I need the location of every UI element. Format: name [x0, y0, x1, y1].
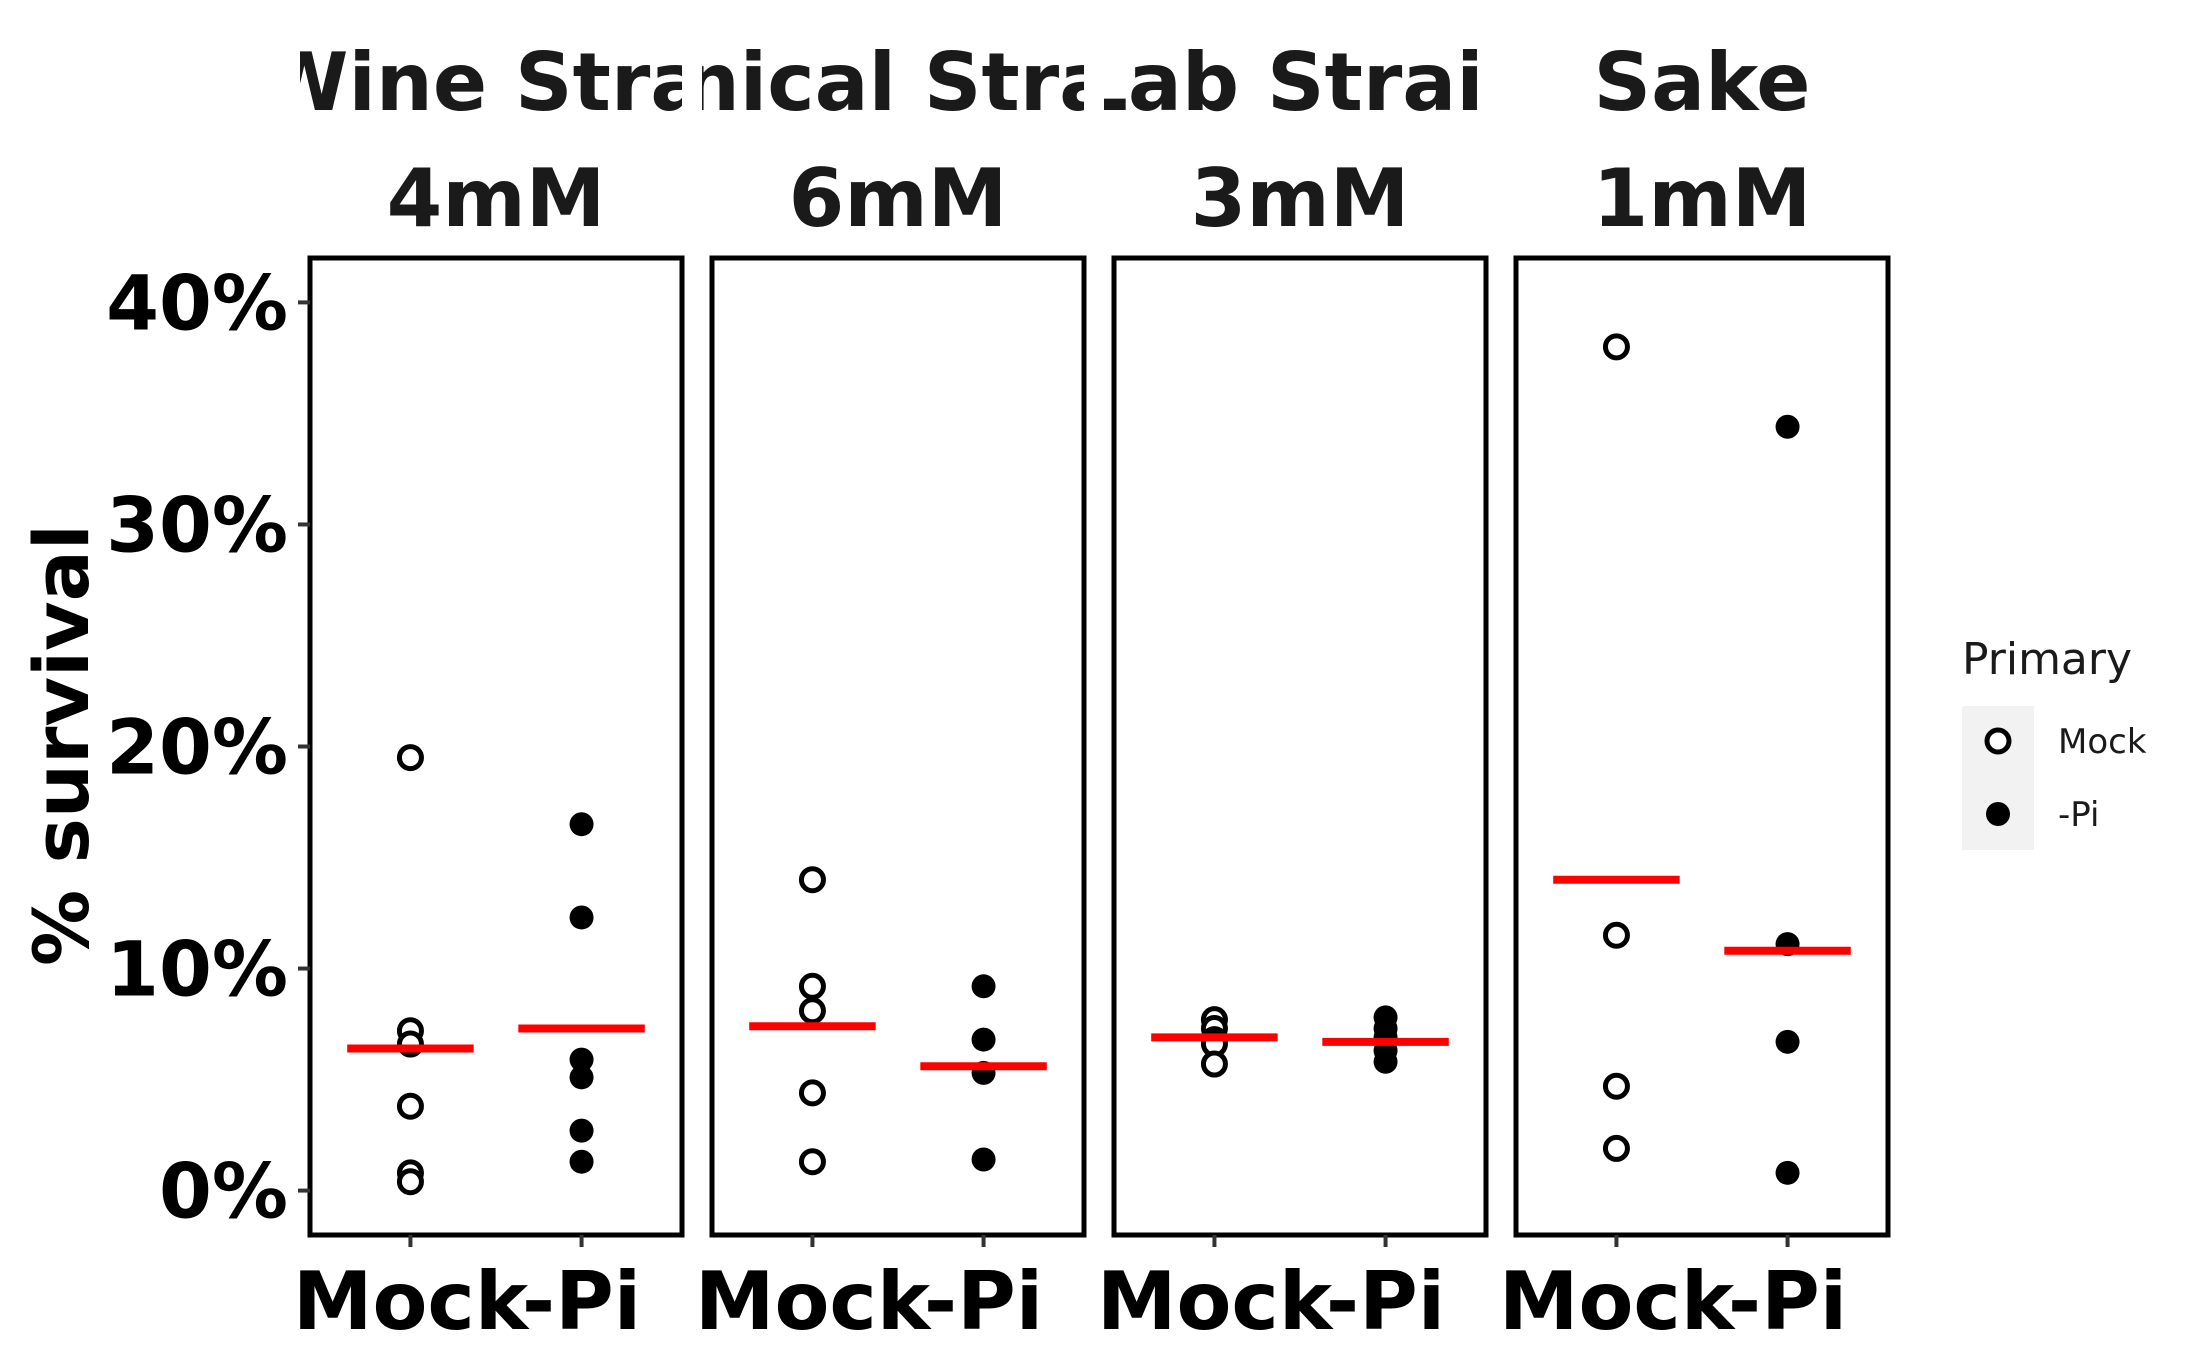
data-point-pi — [569, 812, 594, 837]
strip-title-group: nical Stra 6mM — [683, 36, 1113, 245]
data-point-mock — [798, 1079, 826, 1107]
facet-panel: Wine Strai 4mM Mock-Pi — [260, 36, 731, 1348]
strip-title-line1: Wine Strai — [260, 36, 731, 129]
y-tick-label: 40% — [106, 258, 288, 347]
strip-title-group: Sake 1mM — [1593, 36, 1812, 245]
data-point-mock — [798, 1148, 826, 1176]
legend-key-mock-marker — [1984, 727, 2012, 755]
x-tick-label: -Pi — [1728, 1255, 1847, 1348]
data-point-pi — [1775, 1160, 1800, 1185]
y-axis: 0% 10% 20% 30% 40% — [106, 258, 310, 1236]
legend-label-pi: -Pi — [2058, 795, 2099, 835]
data-point-mock — [1602, 921, 1630, 949]
data-point-pi — [971, 1027, 996, 1052]
strip-title-line1: Lab Strair — [1077, 36, 1524, 129]
x-tick-label: Mock — [293, 1255, 530, 1348]
facet-panel: Lab Strair 3mM Mock-Pi — [1077, 36, 1524, 1348]
data-point-pi — [569, 905, 594, 930]
data-point-mock — [396, 1168, 424, 1196]
data-point-mock — [396, 1092, 424, 1120]
y-tick-label: 20% — [106, 703, 288, 792]
strip-title-group: Lab Strair 3mM — [1077, 36, 1524, 245]
data-point-mock — [1200, 1050, 1228, 1078]
strip-title-line1: Sake — [1594, 36, 1811, 129]
legend-key-pi-marker — [1986, 802, 2010, 826]
data-point-mock — [1602, 1134, 1630, 1162]
data-point-pi — [569, 1149, 594, 1174]
x-tick-label: -Pi — [1326, 1255, 1445, 1348]
data-point-pi — [971, 974, 996, 999]
data-point-mock — [1602, 1072, 1630, 1100]
panel-border — [307, 255, 685, 1238]
data-point-pi — [569, 1047, 594, 1072]
facet-panel: Sake 1mM Mock-Pi — [1499, 36, 1891, 1348]
data-point-pi — [1775, 1029, 1800, 1054]
y-tick-label: 30% — [106, 480, 288, 569]
data-point-mock — [798, 972, 826, 1000]
data-point-mock — [1602, 333, 1630, 361]
data-point-pi — [971, 1147, 996, 1172]
y-tick-label: 0% — [159, 1147, 288, 1236]
data-point-mock — [798, 997, 826, 1025]
y-tick-label: 10% — [106, 925, 288, 1014]
x-tick-label: -Pi — [522, 1255, 641, 1348]
legend-title: Primary — [1962, 634, 2132, 685]
strip-title-line2: 4mM — [387, 152, 606, 245]
strip-title-line1: nical Stra — [683, 36, 1113, 129]
data-point-mock — [798, 866, 826, 894]
panel-border — [709, 255, 1087, 1238]
x-tick-label: Mock — [695, 1255, 932, 1348]
strip-title-line2: 3mM — [1191, 152, 1410, 245]
panel-border — [1513, 255, 1891, 1238]
data-point-pi — [569, 1118, 594, 1143]
strip-title-line2: 1mM — [1593, 152, 1812, 245]
y-axis-title: % survival — [17, 524, 106, 966]
legend-label-mock: Mock — [2058, 722, 2147, 762]
x-tick-label: Mock — [1097, 1255, 1334, 1348]
data-point-pi — [1775, 414, 1800, 439]
data-point-pi — [1373, 1049, 1398, 1074]
facet-panel: nical Stra 6mM Mock-Pi — [683, 36, 1113, 1348]
x-tick-label: -Pi — [924, 1255, 1043, 1348]
strip-title-line2: 6mM — [789, 152, 1008, 245]
panel-border — [1111, 255, 1489, 1238]
legend: Primary Mock -Pi — [1962, 634, 2147, 850]
x-tick-label: Mock — [1499, 1255, 1736, 1348]
data-point-pi — [569, 1065, 594, 1090]
data-point-mock — [396, 744, 424, 772]
strip-title-group: Wine Strai 4mM — [260, 36, 731, 245]
